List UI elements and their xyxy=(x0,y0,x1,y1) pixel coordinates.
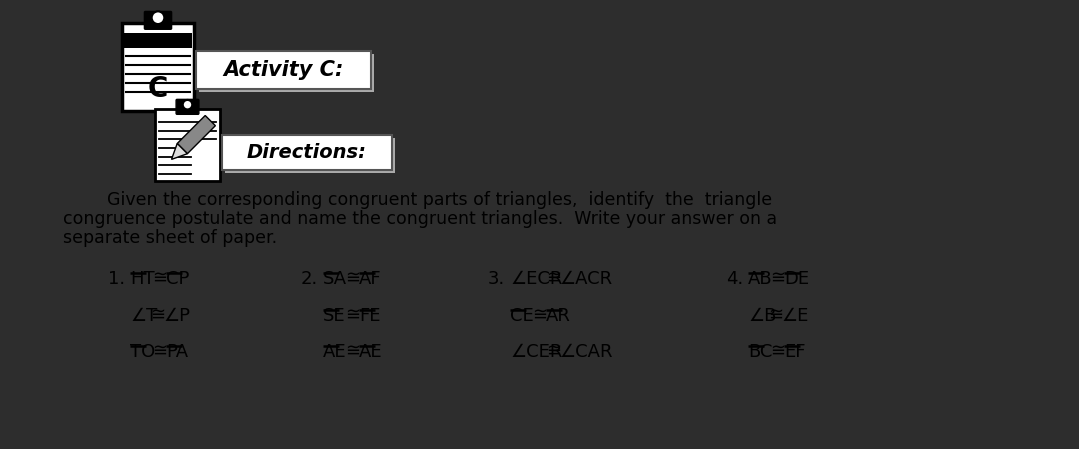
Text: ∠B: ∠B xyxy=(748,307,777,325)
Text: AE: AE xyxy=(323,343,346,361)
FancyBboxPatch shape xyxy=(145,11,172,29)
Text: ≅: ≅ xyxy=(345,307,360,325)
Text: ≅: ≅ xyxy=(150,307,165,325)
Text: ∠CAR: ∠CAR xyxy=(559,343,613,361)
Text: ∠CER: ∠CER xyxy=(510,343,562,361)
Text: ≅: ≅ xyxy=(345,343,360,361)
Text: ∠T: ∠T xyxy=(129,307,158,325)
Polygon shape xyxy=(177,115,216,154)
Text: separate sheet of paper.: separate sheet of paper. xyxy=(63,229,277,247)
Text: ≅: ≅ xyxy=(345,270,360,288)
FancyBboxPatch shape xyxy=(155,109,220,181)
FancyBboxPatch shape xyxy=(196,51,371,89)
FancyBboxPatch shape xyxy=(226,138,395,173)
Text: ≅: ≅ xyxy=(533,307,548,325)
Text: Directions:: Directions: xyxy=(247,143,367,162)
Text: DE: DE xyxy=(783,270,809,288)
Text: AF: AF xyxy=(359,270,382,288)
Text: ∠ACR: ∠ACR xyxy=(559,270,612,288)
Text: ≅: ≅ xyxy=(770,270,786,288)
Text: SE: SE xyxy=(323,307,345,325)
Text: BC: BC xyxy=(748,343,773,361)
FancyBboxPatch shape xyxy=(122,23,194,111)
Text: ≅: ≅ xyxy=(152,270,167,288)
Text: TO: TO xyxy=(129,343,155,361)
FancyBboxPatch shape xyxy=(199,54,374,92)
Text: ≅: ≅ xyxy=(768,307,783,325)
Text: EF: EF xyxy=(783,343,805,361)
Text: ≅: ≅ xyxy=(770,343,786,361)
Circle shape xyxy=(182,100,192,110)
Text: AR: AR xyxy=(546,307,571,325)
Text: 4.: 4. xyxy=(726,270,743,288)
Text: Activity C:: Activity C: xyxy=(223,60,344,80)
Text: C: C xyxy=(148,75,168,103)
Text: ∠P: ∠P xyxy=(163,307,190,325)
Text: AB: AB xyxy=(748,270,773,288)
Circle shape xyxy=(152,11,164,24)
Text: CE: CE xyxy=(510,307,534,325)
Text: FE: FE xyxy=(359,307,381,325)
Text: PA: PA xyxy=(166,343,188,361)
FancyBboxPatch shape xyxy=(222,135,392,170)
Text: ≅: ≅ xyxy=(546,270,561,288)
Text: Given the corresponding congruent parts of triangles,  identify  the  triangle: Given the corresponding congruent parts … xyxy=(63,191,773,209)
Text: congruence postulate and name the congruent triangles.  Write your answer on a: congruence postulate and name the congru… xyxy=(63,210,777,228)
Text: AE: AE xyxy=(359,343,382,361)
Text: CP: CP xyxy=(166,270,189,288)
Text: ≅: ≅ xyxy=(546,343,561,361)
Text: ∠ECR: ∠ECR xyxy=(510,270,562,288)
Text: 1.: 1. xyxy=(108,270,125,288)
Text: 2.: 2. xyxy=(301,270,318,288)
Text: HT: HT xyxy=(129,270,154,288)
Bar xyxy=(124,33,192,48)
Polygon shape xyxy=(172,144,188,159)
Text: ≅: ≅ xyxy=(152,343,167,361)
Text: 3.: 3. xyxy=(488,270,505,288)
Text: SA: SA xyxy=(323,270,347,288)
FancyBboxPatch shape xyxy=(176,99,199,114)
Text: ∠E: ∠E xyxy=(781,307,808,325)
